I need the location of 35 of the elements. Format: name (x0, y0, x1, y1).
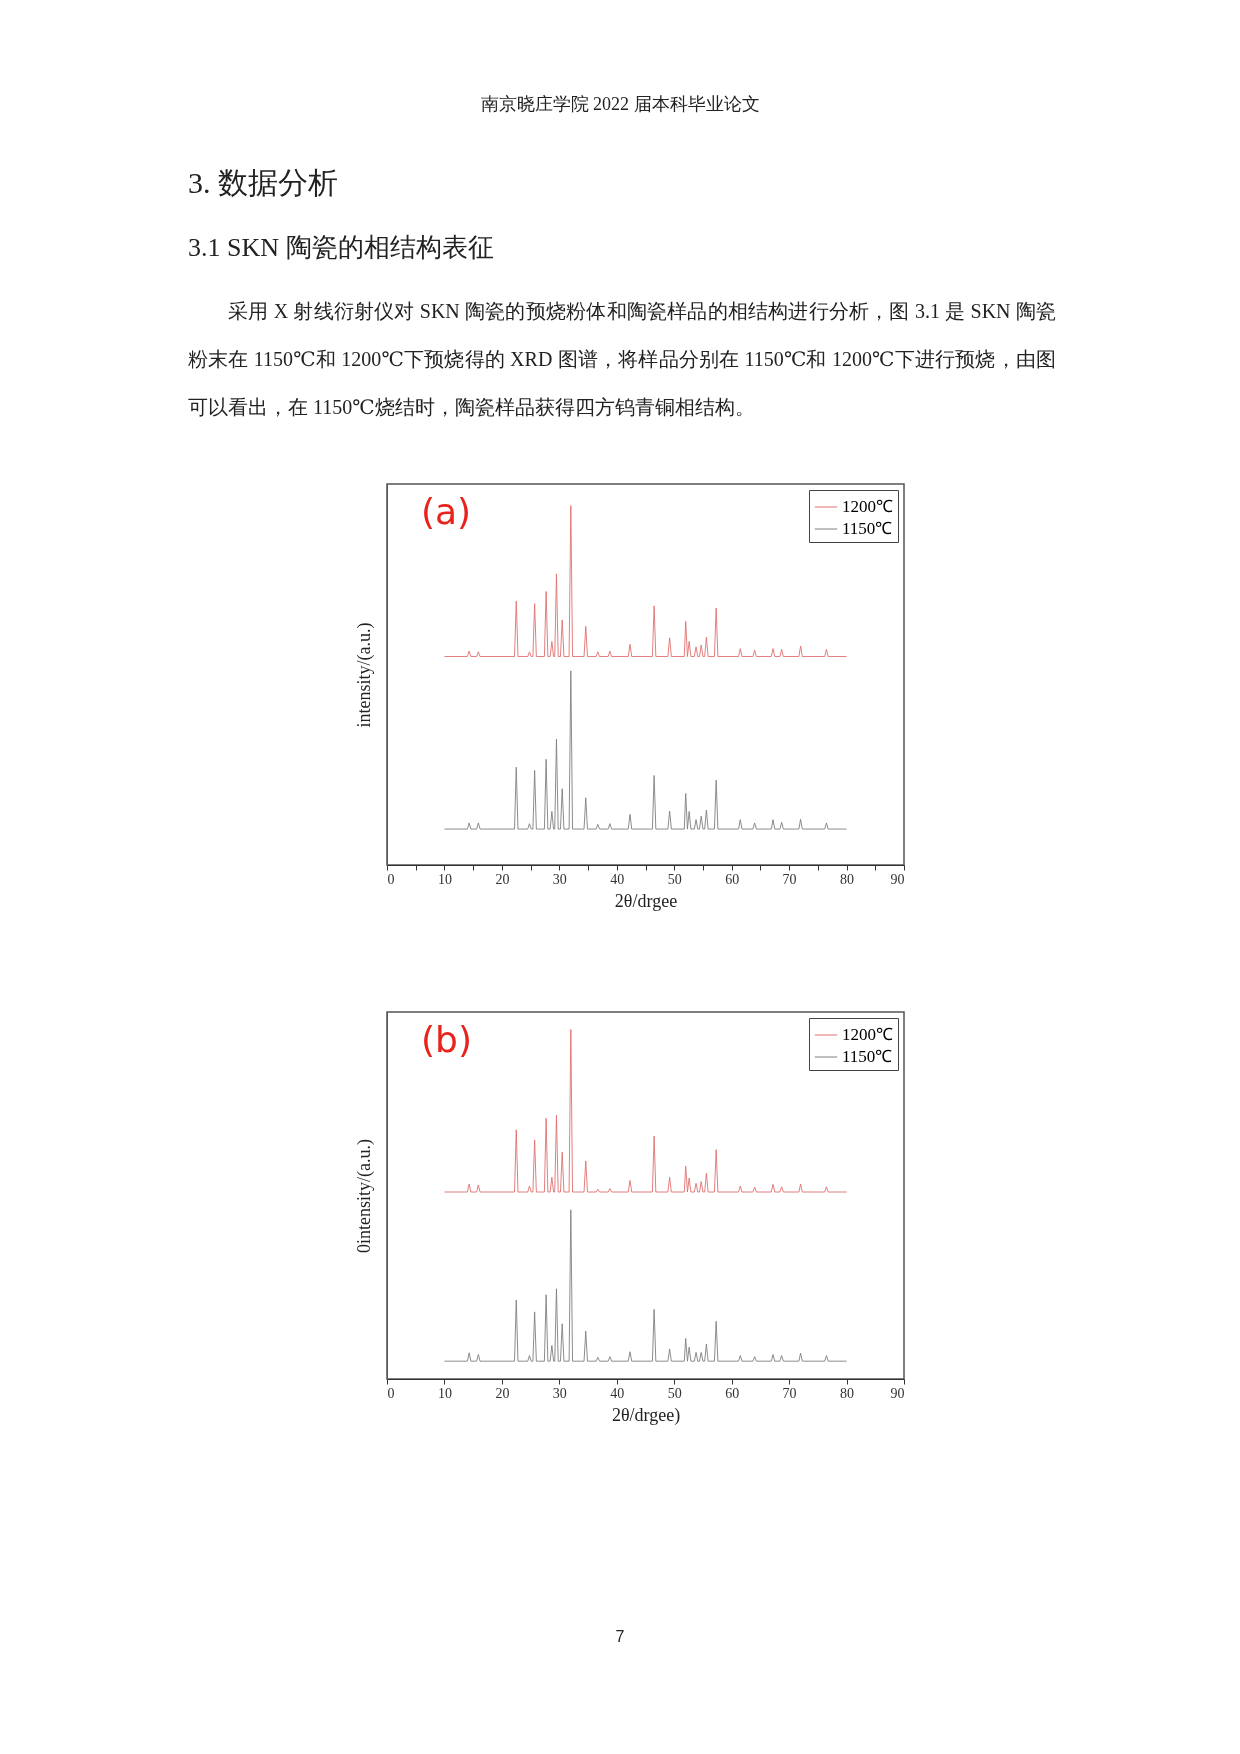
x-tick-label: 70 (782, 1385, 797, 1401)
x-axis-title: 2θ/drgee) (611, 1404, 681, 1426)
x-tick-label: 50 (667, 871, 682, 887)
text: 采用 X 射线衍射仪对 SKN 陶瓷的预烧粉体和陶瓷样品的相结构进行分析，图 3.1 是 SKN 陶瓷粉末在 1150℃和 1200℃下预烧得的 XRD 图谱，将样品分别在 1150℃和 1200℃下进行预烧，由图可以看出，在 1150℃烧结时，陶瓷样品获得四方钨青铜相结构。 (188, 300, 1057, 418)
legend-label: 1150℃ (842, 1047, 893, 1066)
chart-subtitle: (b) (421, 1019, 472, 1060)
x-tick-label: 30 (552, 1385, 567, 1401)
x-tick-label: 90 (890, 871, 905, 887)
x-tick-label: 0 (387, 1385, 395, 1401)
x-tick-label: 50 (667, 1385, 682, 1401)
x-tick-label: 80 (840, 871, 855, 887)
x-tick-label: 30 (552, 871, 567, 887)
x-tick-label: 20 (495, 871, 510, 887)
text: 南京晓庄学院 2022 届本科毕业论文 (479, 93, 761, 116)
x-tick-label: 40 (610, 871, 625, 887)
x-tick-label: 40 (610, 1385, 625, 1401)
legend-label: 1200℃ (842, 1025, 893, 1044)
x-axis-title: 2θ/drgee (614, 890, 678, 911)
chart-subtitle: (a) (421, 491, 472, 532)
text: 3.1 SKN 陶瓷的相结构表征 (188, 232, 494, 264)
x-tick-label: 80 (840, 1385, 855, 1401)
x-tick-label: 0 (387, 871, 395, 887)
x-tick-label: 60 (725, 1385, 740, 1401)
x-tick-label: 90 (890, 1385, 905, 1401)
x-tick-label: 70 (782, 871, 797, 887)
x-tick-label: 10 (437, 1385, 452, 1401)
legend-label: 1200℃ (842, 497, 893, 516)
y-axis-title: 0intensity/(a.u.) (353, 1139, 375, 1253)
x-tick-label: 10 (437, 871, 452, 887)
text: 3. 数据分析 (188, 165, 338, 201)
x-tick-label: 20 (495, 1385, 510, 1401)
legend-label: 1150℃ (842, 519, 893, 538)
text: 7 (614, 1628, 626, 1646)
y-axis-title: intensity/(a.u.) (353, 622, 375, 728)
x-tick-label: 60 (725, 871, 740, 887)
